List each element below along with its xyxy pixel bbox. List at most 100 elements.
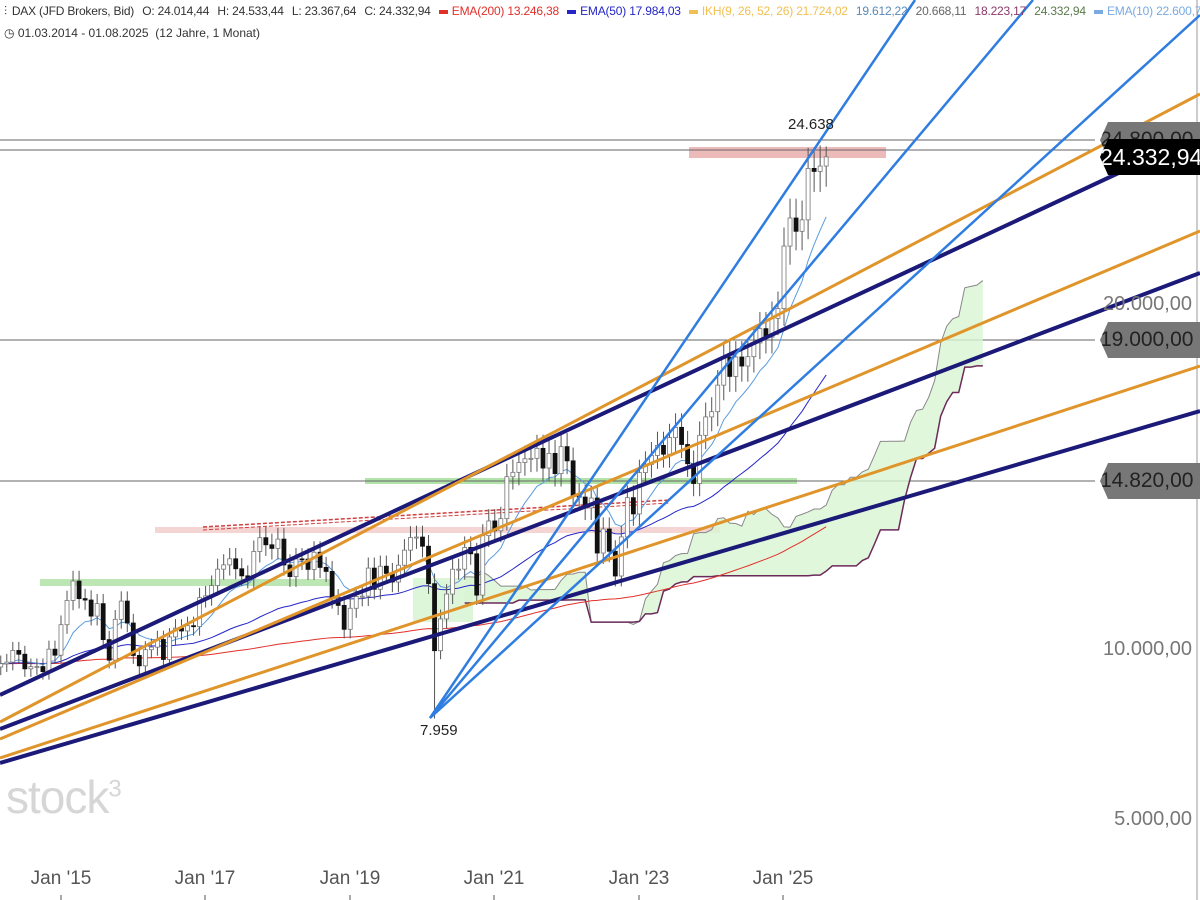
candle-body [221,564,227,570]
candle [221,554,227,580]
candle-body [269,544,275,549]
candle-body [564,446,570,462]
candle-body [558,446,564,474]
candle-body [697,434,703,484]
legend-ema50[interactable]: EMA(50) 17.984,03 [567,4,681,18]
candle-body [10,650,16,663]
candle-body [100,603,106,641]
candle [799,200,805,251]
candle-body [408,537,413,551]
x-tick-2017: Jan '17 [174,868,236,889]
candle-body [444,593,450,620]
trendline-navy-1[interactable] [0,133,1200,697]
x-tick-2023: Jan '23 [608,868,670,889]
candle-body [275,538,281,549]
candle-body [359,595,365,598]
candle-body [450,568,456,595]
trendline-orange-1[interactable] [0,92,1200,724]
trendline-navy-2[interactable] [0,271,1200,731]
ichimoku-cloud-fill [464,280,983,625]
candle [733,341,739,392]
candle [28,658,34,677]
candle-body [281,538,287,566]
candle [757,312,763,360]
pink-zone[interactable] [155,527,720,533]
candle [64,590,70,634]
trendline-orange-2[interactable] [0,229,1200,741]
candle [88,590,94,626]
x-tick-2019: Jan '19 [319,868,381,889]
symbol-name: DAX (JFD Brokers, Bid) [11,4,135,18]
trendline-blue-3[interactable] [429,14,1200,719]
candle [94,593,100,626]
ikh-label: IKH(9, 26, 52, 26) [701,4,794,18]
stock3-logo: stock3 [6,771,122,823]
candle [805,147,811,240]
candle [637,459,642,526]
candle-body [793,217,799,232]
candle-body [148,646,154,651]
candle [661,431,666,468]
ikh-value-3: 20.668,11 [915,4,967,18]
candle [269,533,275,560]
candle [715,369,721,427]
resistance-zone[interactable] [689,147,886,158]
candle [558,433,564,487]
candle [341,595,347,639]
candle-body [142,649,148,667]
ema50-value: 17.984,03 [629,4,681,18]
trendline-blue-1[interactable] [428,0,917,719]
range-dates: 01.03.2014 - 01.08.2025 [17,26,149,40]
candle [823,146,829,187]
candle [811,147,817,192]
bars-icon: ⫶ [4,4,7,18]
candle-body [727,356,733,377]
legend-ema10[interactable]: EMA(10) 22.600,78 [1093,4,1200,18]
dashed-level[interactable] [202,499,671,528]
candle-body [197,597,202,627]
y-tick-20000: 20.000,00 [1103,293,1192,315]
candle [118,591,124,629]
candle-body [528,457,534,460]
candle [154,630,160,656]
candle [673,413,678,452]
candle-body [185,625,190,632]
candle-body [402,549,407,566]
range-note: (12 Jahre, 1 Monat) [155,26,260,40]
candle-body [4,661,10,665]
candle-body [299,558,305,561]
candle-body [0,663,4,668]
candle-body [414,536,419,539]
chart-legend: ⫶ DAX (JFD Brokers, Bid) O: 24.014,44 H: … [4,4,1200,19]
candle-body [504,476,510,520]
candle-body [637,472,642,515]
trendline-navy-3[interactable] [0,409,1200,765]
ema10-value: 22.600,78 [1156,4,1200,18]
candle-body [94,603,100,617]
candle-body [516,462,522,473]
candle-body [570,460,576,496]
candle [528,445,534,473]
green-box[interactable] [413,578,473,622]
legend-ema200[interactable]: EMA(200) 13.246,38 [438,4,559,18]
candle-body [46,648,52,673]
trendline-blue-2[interactable] [429,0,1034,719]
candle-body [679,426,684,445]
ohlc-low: L: 23.367,64 [291,4,357,18]
x-tick-2021: Jan '21 [463,868,525,889]
trendlines [0,0,1200,765]
candle [817,145,823,192]
candle [34,658,40,675]
candle-body [40,666,46,673]
candle [124,591,130,633]
candle [504,463,510,531]
low-annotation: 7.959 [420,722,458,739]
support-zone-2[interactable] [40,579,332,586]
legend-ikh[interactable]: IKH(9, 26, 52, 26) 21.724,02 [688,4,848,18]
candle-body [739,356,745,367]
candle [0,655,4,676]
candle [450,558,456,605]
candle [395,554,401,593]
candle [486,509,492,548]
